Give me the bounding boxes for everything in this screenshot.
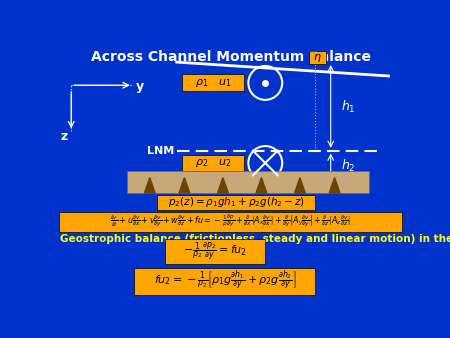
Text: $-\frac{1}{\rho_2}\frac{\partial p_2}{\partial y}=fu_2$: $-\frac{1}{\rho_2}\frac{\partial p_2}{\p… [183,240,248,263]
Text: $\eta$: $\eta$ [313,51,322,64]
Polygon shape [295,178,305,193]
Text: $p_2(z)=\rho_1 g h_1+\rho_2 g(h_2-z)$: $p_2(z)=\rho_1 g h_1+\rho_2 g(h_2-z)$ [168,195,305,209]
Bar [127,171,369,193]
Bar [165,239,266,264]
Text: LNM: LNM [147,146,175,156]
Text: $\rho_2 \quad u_2$: $\rho_2 \quad u_2$ [195,157,231,169]
Polygon shape [179,178,190,193]
Bar [59,212,402,232]
Text: $fu_2=-\frac{1}{\rho_2}\left[\rho_1 g\frac{\partial h_1}{\partial y}+\rho_2 g\fr: $fu_2=-\frac{1}{\rho_2}\left[\rho_1 g\fr… [153,269,296,293]
Polygon shape [144,178,155,193]
Text: $\rho_1 \quad u_1$: $\rho_1 \quad u_1$ [195,77,231,89]
Polygon shape [329,178,340,193]
Text: Across Channel Momentum Balance: Across Channel Momentum Balance [90,50,371,64]
Bar [135,268,315,295]
Text: $h_2$: $h_2$ [341,158,355,174]
Text: $\frac{\partial v}{\partial t}+u\frac{\partial v}{\partial x}+v\frac{\partial v}: $\frac{\partial v}{\partial t}+u\frac{\p… [110,213,351,230]
Text: Geostrophic balance (frictionless, steady and linear motion) in the lower layer: Geostrophic balance (frictionless, stead… [60,234,450,244]
Bar [309,51,326,64]
Text: $h_1$: $h_1$ [341,99,356,115]
Text: z: z [61,130,68,143]
Bar [182,154,244,171]
Bar [158,195,315,210]
Bar [182,74,244,91]
Polygon shape [217,178,228,193]
Text: y: y [136,80,144,93]
Polygon shape [256,178,267,193]
